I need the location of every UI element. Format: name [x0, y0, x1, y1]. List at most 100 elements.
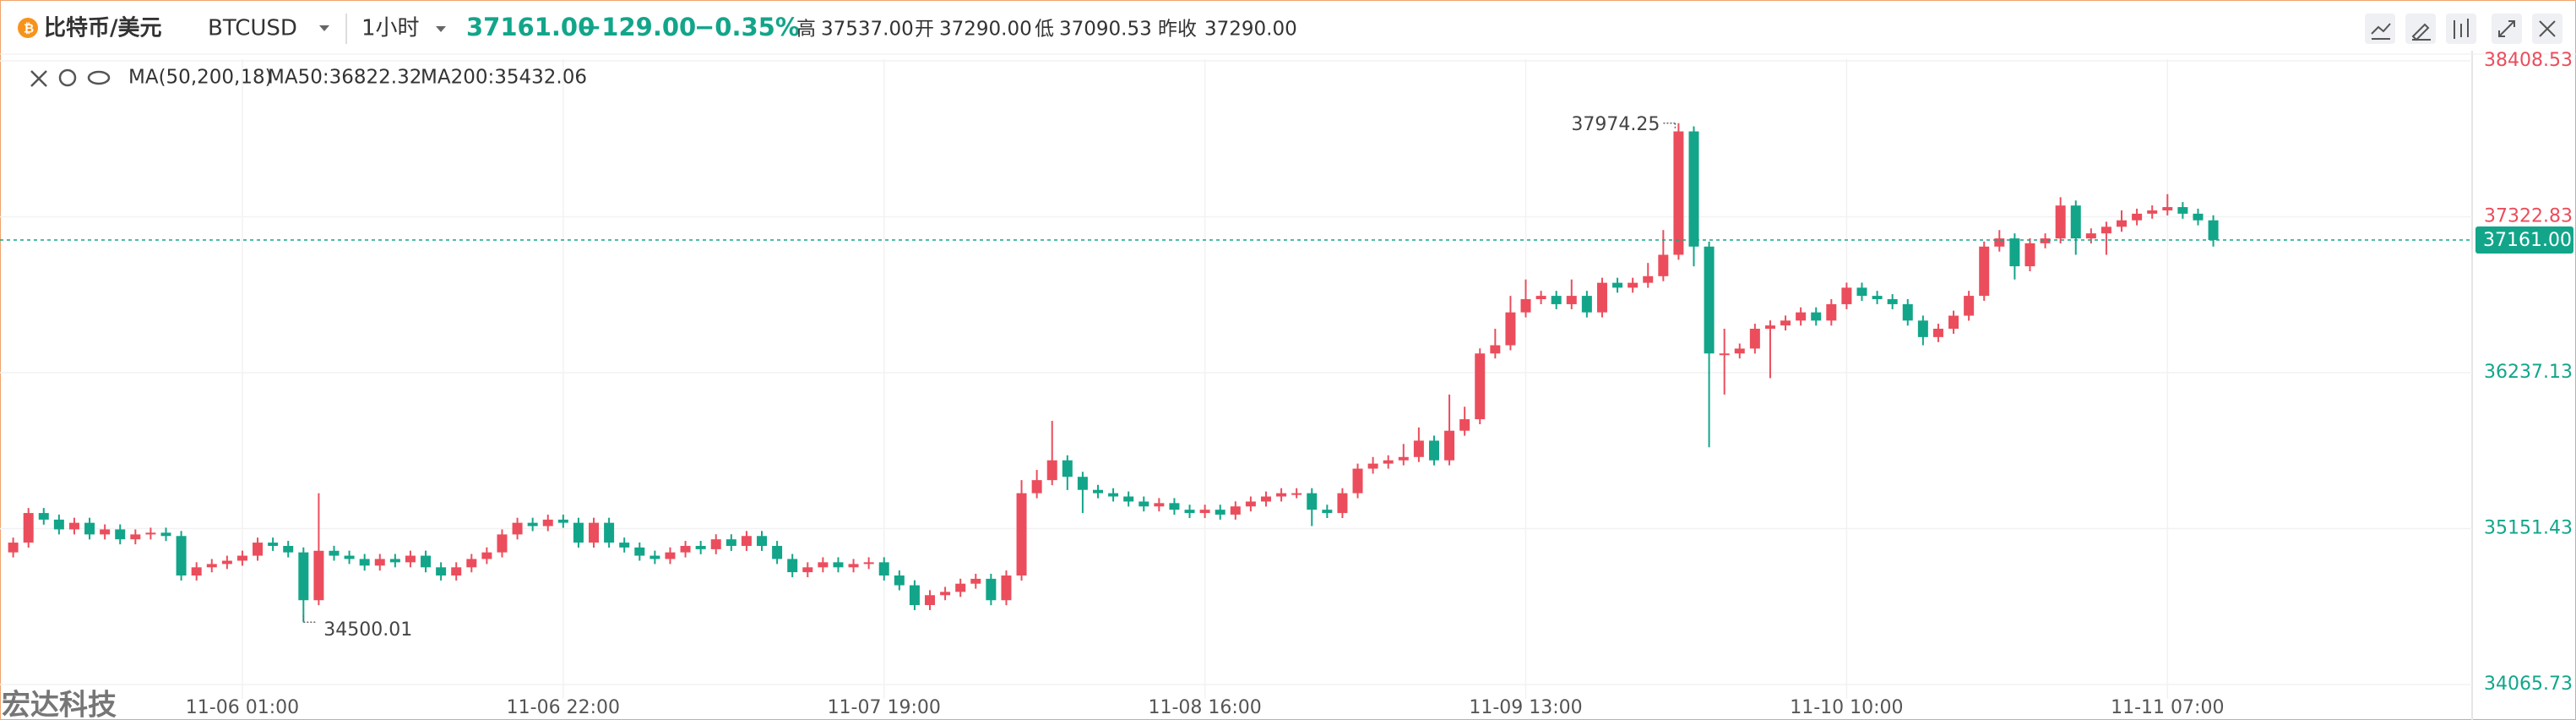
candle-body [1887, 299, 1898, 304]
candle-body [1490, 345, 1501, 354]
candle-body [1092, 489, 1103, 494]
candle-body [1948, 315, 1959, 330]
symbol-code[interactable]: BTCUSD [208, 16, 297, 41]
candle-body [53, 519, 64, 530]
candle-body [1734, 348, 1745, 354]
candle-body [1658, 254, 1669, 276]
candle-body [527, 522, 538, 526]
candle-body [2009, 238, 2020, 267]
tool-icon [2539, 20, 2556, 37]
candle-body [1199, 510, 1210, 514]
candle-body [955, 583, 966, 592]
candle-body [1154, 503, 1165, 507]
candle-body [130, 534, 141, 540]
candle-body [557, 519, 568, 523]
candle-body [313, 550, 324, 601]
candle-body [589, 522, 600, 543]
symbol-name[interactable]: 比特币/美元 [44, 15, 162, 41]
y-tick-label: 37322.83 [2484, 205, 2573, 226]
coin-icon-glyph: ₿ [24, 21, 34, 36]
candle-body [1260, 496, 1271, 502]
candle-body [115, 529, 126, 540]
candle-body [833, 562, 844, 568]
candle-body [221, 560, 232, 565]
candle-body [695, 545, 706, 549]
y-tick-label: 35151.43 [2484, 518, 2573, 539]
candle-body [665, 552, 676, 559]
candle-body [2162, 207, 2173, 210]
candle-body [1826, 303, 1837, 321]
candle-body [1856, 287, 1867, 297]
candle-body [1046, 460, 1057, 481]
tool-icon [2454, 19, 2469, 39]
toolbar [2365, 14, 2562, 44]
candle-body [436, 567, 447, 576]
candle-body [2040, 238, 2051, 243]
candle-body [1245, 501, 1256, 507]
candle-body [1062, 460, 1073, 477]
candle-body [283, 545, 294, 553]
candle-body [649, 555, 660, 559]
candle-body [726, 539, 736, 546]
visibility-icon[interactable] [87, 70, 111, 85]
candle-body [940, 592, 951, 596]
open-label: 开 [915, 19, 934, 41]
candle-body [1337, 493, 1348, 514]
candle-body [1123, 496, 1134, 502]
tool-icon [2498, 20, 2515, 37]
price: 37161.00 [466, 13, 595, 41]
candle-body [38, 513, 49, 520]
x-tick-label: 11-09 13:00 [1469, 697, 1582, 718]
open-value: 37290.00 [939, 19, 1032, 41]
candle-body [160, 532, 171, 537]
candle-body [1535, 296, 1546, 300]
candle-body [757, 536, 768, 546]
candle-body [1994, 238, 2005, 247]
candle-body [206, 564, 217, 568]
candle-body [619, 543, 630, 548]
candle-body [2070, 205, 2081, 239]
candle-body [253, 543, 264, 556]
candle-body [1215, 510, 1226, 515]
coin-icon [18, 18, 38, 38]
candle-body [8, 543, 19, 553]
candle-body [772, 545, 783, 559]
candle-body [2177, 207, 2188, 214]
candle-body [1230, 506, 1241, 515]
dropdown-arrow[interactable] [436, 26, 446, 32]
candle-body [863, 562, 874, 565]
candle-body [298, 552, 309, 601]
x-tick-label: 11-06 22:00 [507, 697, 620, 718]
candle-body [2100, 226, 2111, 234]
candle-body [1428, 440, 1439, 461]
candle-body [329, 550, 340, 556]
x-tick-label: 11-06 01:00 [186, 697, 299, 718]
candle-body [268, 543, 279, 546]
candle-body [634, 547, 645, 556]
interval[interactable]: 1小时 [361, 16, 420, 41]
candle-body [405, 555, 416, 563]
high-annotation: 37974.25 [1571, 114, 1660, 135]
last-price-tag [2475, 226, 2573, 254]
candle-body [787, 559, 798, 573]
candle-body [236, 555, 247, 561]
settings-icon[interactable] [58, 68, 77, 87]
tool-icon [2371, 23, 2391, 40]
dropdown-arrow[interactable] [319, 25, 329, 31]
candle-body [2193, 213, 2204, 221]
indicator-name: MA(50,200,18) [128, 67, 273, 89]
candle-body [1444, 430, 1455, 461]
candle-body [1520, 299, 1531, 313]
candle-body [1811, 312, 1822, 321]
low-annotation: 34500.01 [323, 619, 412, 641]
candle-body [573, 522, 584, 543]
candle-body [1932, 329, 1943, 337]
candle-body [389, 559, 400, 563]
watermark: 宏达科技 [2, 689, 117, 720]
close-icon[interactable] [30, 70, 47, 87]
candle-body [1719, 353, 1730, 356]
candle-body [100, 529, 111, 535]
x-tick-label: 11-11 07:00 [2111, 697, 2224, 718]
candle-body [1704, 246, 1715, 354]
